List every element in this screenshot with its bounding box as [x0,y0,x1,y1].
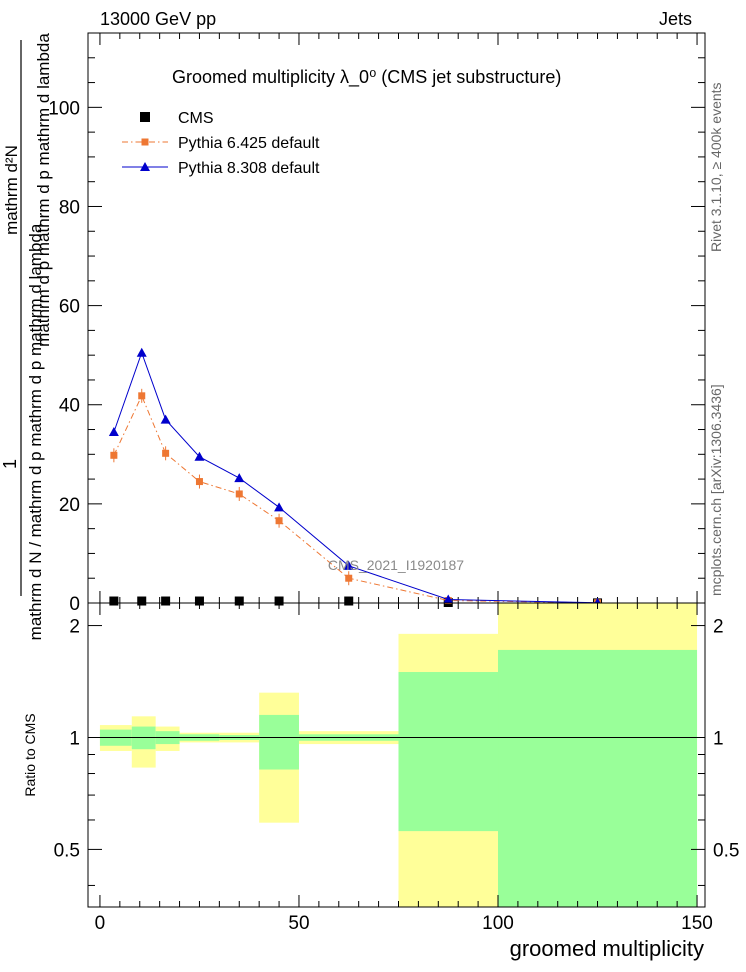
legend: CMS Pythia 6.425 default Pythia 8.308 defa… [122,110,320,177]
ratio-xtick-label: 50 [288,913,309,934]
main-ytick-label: 20 [59,495,80,516]
ratio-inner-band-8 [498,649,698,907]
ratio-xtick-label: 0 [95,913,106,934]
main-ytick-label: 100 [48,98,80,119]
series-line-1 [113,394,598,604]
main-ylabel: 1 mathrm d²N mathrm d p mathrm d p mathr… [0,33,53,641]
legend-label-1: Pythia 6.425 default [178,135,320,152]
xlabel: groomed multiplicity [510,936,704,961]
ratio-ytick-label-right: 1 [713,728,724,749]
series-point-0 [109,596,119,606]
series-point-0 [161,596,171,606]
ylabel-numerator: 1 [0,459,20,469]
ylabel-den: mathrm d N / mathrm d p mathrm d p mathr… [26,223,45,640]
header-left: 13000 GeV pp [100,9,216,29]
ratio-inner-band-5 [259,714,299,770]
ratio-ytick-label-right: 0.5 [713,840,739,861]
ratio-panel: 0 50 100 150 0.5 0.5 1 1 2 2 [54,602,739,934]
ratio-ytick-label-left: 2 [69,617,80,638]
series-point-2 [108,427,119,436]
series-point-0 [274,596,284,606]
ratio-xtick-label: 150 [681,913,713,934]
ratio-inner-band-7 [398,672,499,832]
legend-marker-2 [140,162,150,171]
ratio-ytick-label-left: 0.5 [54,840,80,861]
ylabel-top: mathrm d²N [2,145,21,235]
series-point-2 [234,473,245,483]
ratio-ytick-label-left: 1 [69,728,80,749]
watermark: CMS_2021_I1920187 [328,557,464,573]
legend-marker-0 [140,112,150,122]
header-right: Jets [659,9,692,29]
ylabel-mid: mathrm d p mathrm d p mathrm d lambda [34,33,53,347]
series-point-0 [194,596,204,606]
rivet-label: Rivet 3.1.10, ≥ 400k events [708,82,724,252]
legend-marker-1 [141,138,149,146]
series-point-2 [443,594,454,604]
legend-label-0: CMS [178,110,214,127]
chart-title: Groomed multiplicity λ_0⁰ (CMS jet subst… [172,67,561,88]
ratio-ytick-label-right: 2 [713,617,724,638]
main-ytick-label: 60 [59,297,80,318]
main-ytick-label: 80 [59,197,80,218]
series-point-2 [194,451,205,461]
series-point-0 [344,596,354,606]
main-ytick-label: 0 [69,594,80,615]
ratio-xtick-label: 100 [482,913,514,934]
series-point-2 [343,560,354,570]
main-ytick-label: 40 [59,396,80,417]
ratio-ylabel: Ratio to CMS [22,713,38,796]
legend-label-2: Pythia 8.308 default [178,160,320,177]
series-point-0 [137,596,147,606]
series-point-2 [136,347,147,357]
series-point-2 [160,414,171,424]
series-point-2 [274,502,285,512]
mcplots-label: mcplots.cern.ch [arXiv:1306.3436] [708,384,724,596]
series-point-0 [234,596,244,606]
